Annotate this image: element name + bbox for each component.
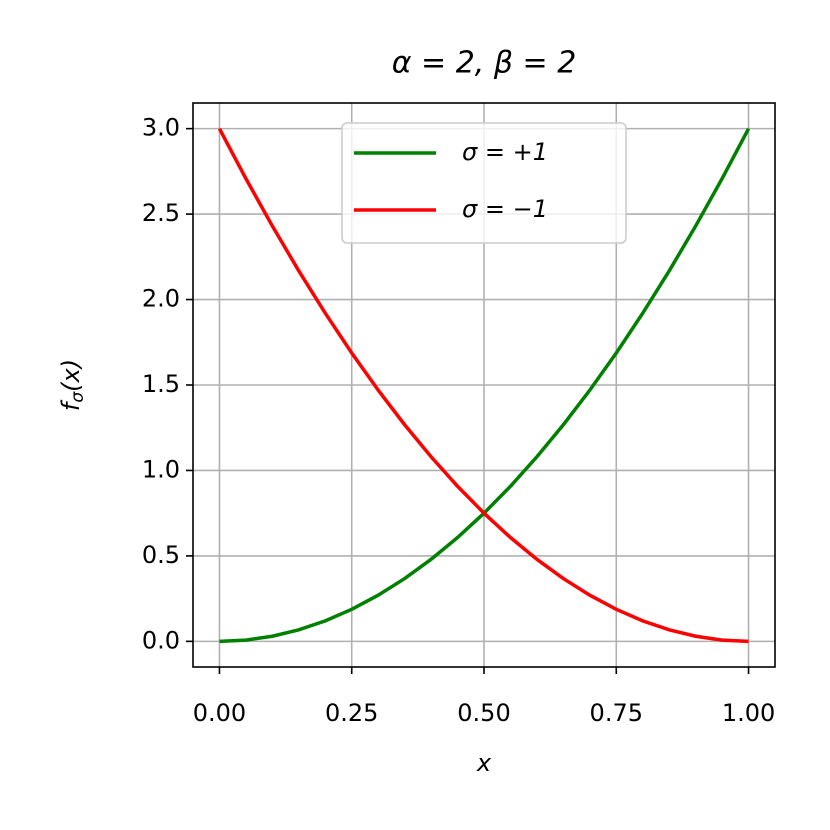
x-tick-label: 0.50: [457, 699, 510, 727]
y-tick-label: 2.0: [142, 285, 180, 313]
y-tick-label: 2.5: [142, 199, 180, 227]
y-axis-label: fσ(x): [57, 359, 88, 411]
plot-frame: [192, 102, 776, 668]
chart-title: α = 2, β = 2: [392, 46, 577, 81]
legend-label: σ = −1: [462, 195, 548, 223]
legend: σ = +1 σ = −1: [341, 122, 627, 244]
x-tick-label: 0.00: [193, 699, 246, 727]
y-label-rest: (x): [57, 359, 85, 392]
x-tick-label: 0.25: [325, 699, 378, 727]
x-axis-label: x: [476, 749, 492, 777]
y-tick-label: 0.0: [142, 626, 180, 654]
legend-label: σ = +1: [462, 138, 548, 166]
y-tick-label: 0.5: [142, 541, 180, 569]
data-line: [217, 127, 749, 644]
x-tick-label: 1.00: [722, 699, 775, 727]
y-tick-label: 1.0: [142, 455, 180, 483]
x-tick-label: 0.75: [590, 699, 643, 727]
y-tick-label: 1.5: [142, 370, 180, 398]
y-tick-label: 3.0: [142, 114, 180, 142]
y-label-sub: σ: [68, 391, 88, 403]
